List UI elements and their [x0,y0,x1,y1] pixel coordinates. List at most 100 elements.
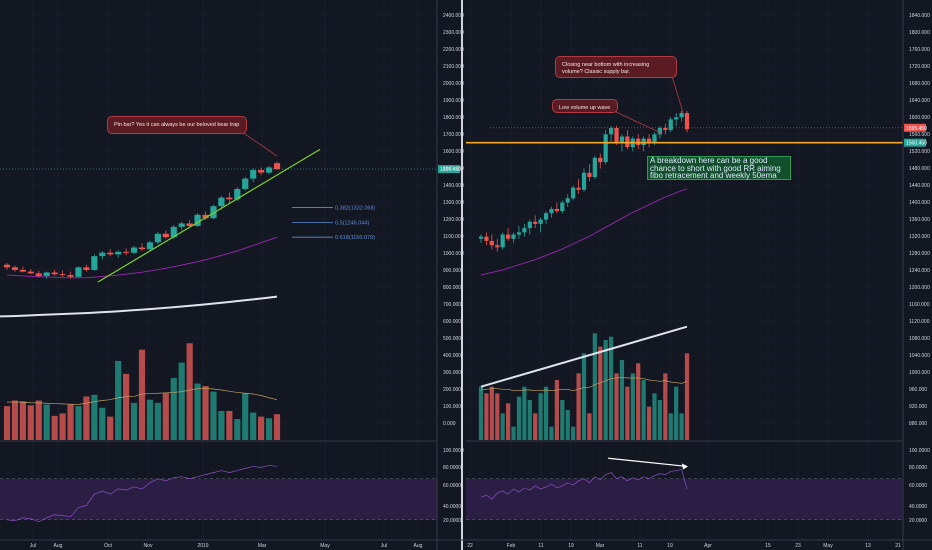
candle-body [641,138,646,146]
y-tick-label: 1800.000 [443,115,464,121]
candle-body [154,233,161,243]
price-tag: 1560.450 [906,141,927,147]
volume-bar [495,393,500,440]
volume-bar [83,396,90,440]
x-tick-label: Oct [104,543,112,549]
volume-bar [636,363,641,440]
candle-body [130,247,138,253]
x-tick-label: Aug [414,543,423,549]
y-tick-label: 1520.000 [909,149,930,155]
volume-bar [489,386,494,440]
y-tick-label: 1640.000 [909,98,930,104]
volume-bar [516,396,522,440]
y-tick-label: 1800.000 [909,30,930,36]
volume-bar [625,386,630,440]
y-tick-label: 1560.000 [909,132,930,138]
rsi-tick-label: 100.0000 [443,448,464,454]
x-tick-label: Aug [54,543,63,549]
candle-body [533,221,538,224]
rsi-tick-label: 60.0000 [909,483,927,489]
y-tick-label: 700.000 [443,302,461,308]
volume-bar [554,380,560,440]
candle-body [668,119,673,131]
candle-body [170,226,177,238]
right-panel[interactable]: 1595.450 1560.450 [466,75,927,521]
volume-bar [657,400,663,440]
x-tick-label: Mar [596,543,605,549]
volume-bar [674,386,679,440]
x-tick-label: 19 [568,543,574,549]
y-tick-label: 1400.000 [443,183,464,189]
price-tag: 1555.450 [440,167,461,173]
price-tag: 1595.450 [906,126,927,132]
rsi-line [480,469,688,500]
volume-bar [234,419,241,440]
y-tick-label: 900.000 [443,268,461,274]
callout-connector [671,75,685,117]
y-tick-label: 1300.000 [443,200,464,206]
volume-bar [123,373,130,440]
volume-bar [146,399,154,440]
x-tick-label: Apr [704,543,712,549]
ema-line [480,188,688,276]
x-tick-label: 11 [637,543,642,549]
candle-body [592,157,597,177]
candle-body [516,232,522,235]
y-tick-label: 1700.000 [443,132,464,138]
y-tick-label: 2100.000 [443,64,464,70]
volume-bar [549,426,554,440]
volume-bar [107,416,114,440]
volume-bar [619,360,625,440]
y-tick-label: 1360.000 [909,217,930,223]
candle-body [657,127,663,135]
candle-body [250,170,257,179]
volume-bar [99,407,106,440]
candle-body [194,214,201,226]
volume-bar [242,393,249,440]
candle-body [625,136,630,148]
volume-bar [115,360,122,440]
volume-bar [478,386,484,440]
left-panel[interactable]: 1555.450 0.382(1332.068) 0.5(1246.044) 0.61… [0,129,461,523]
y-tick-label: 1600.000 [443,149,464,155]
volume-bar [565,410,570,440]
candle-body [495,245,500,248]
divergence-arrow [608,457,688,468]
low-volume-callout: Low volume up wave [552,99,618,113]
volume-bar [27,405,34,440]
candle-body [489,240,494,246]
candle-body [146,242,154,250]
volume-bar [91,394,98,440]
rsi-tick-label: 40.0000 [443,504,461,510]
y-tick-label: 880.000 [909,421,927,427]
volume-bar [614,373,619,440]
candle-body [3,264,11,268]
y-tick-label: 1720.000 [909,64,930,70]
x-tick-label: 21 [895,543,901,549]
volume-ma-line [480,376,688,392]
volume-bar [641,380,646,440]
candle-body [603,134,608,163]
candle-body [608,127,614,135]
volume-bar [587,413,592,440]
price-tag-bg [904,138,926,147]
y-tick-label: 1400.000 [909,200,930,206]
y-tick-label: 1240.000 [909,268,930,274]
candle-body [581,172,587,190]
volume-bar [630,373,635,440]
volume-bar [258,416,265,440]
volume-bar [608,336,614,440]
price-tag-bg [438,165,460,174]
candle-body [538,219,543,224]
y-tick-label: 1900.000 [443,98,464,104]
volume-bar [11,400,19,440]
volume-ma-line [6,388,278,405]
volume-bar [571,426,576,440]
y-tick-label: 1000.000 [909,370,930,376]
volume-bar [684,353,690,440]
candle-body [123,251,130,253]
volume-bar [250,412,257,440]
volume-bar [576,373,581,440]
candle-body [258,170,265,173]
